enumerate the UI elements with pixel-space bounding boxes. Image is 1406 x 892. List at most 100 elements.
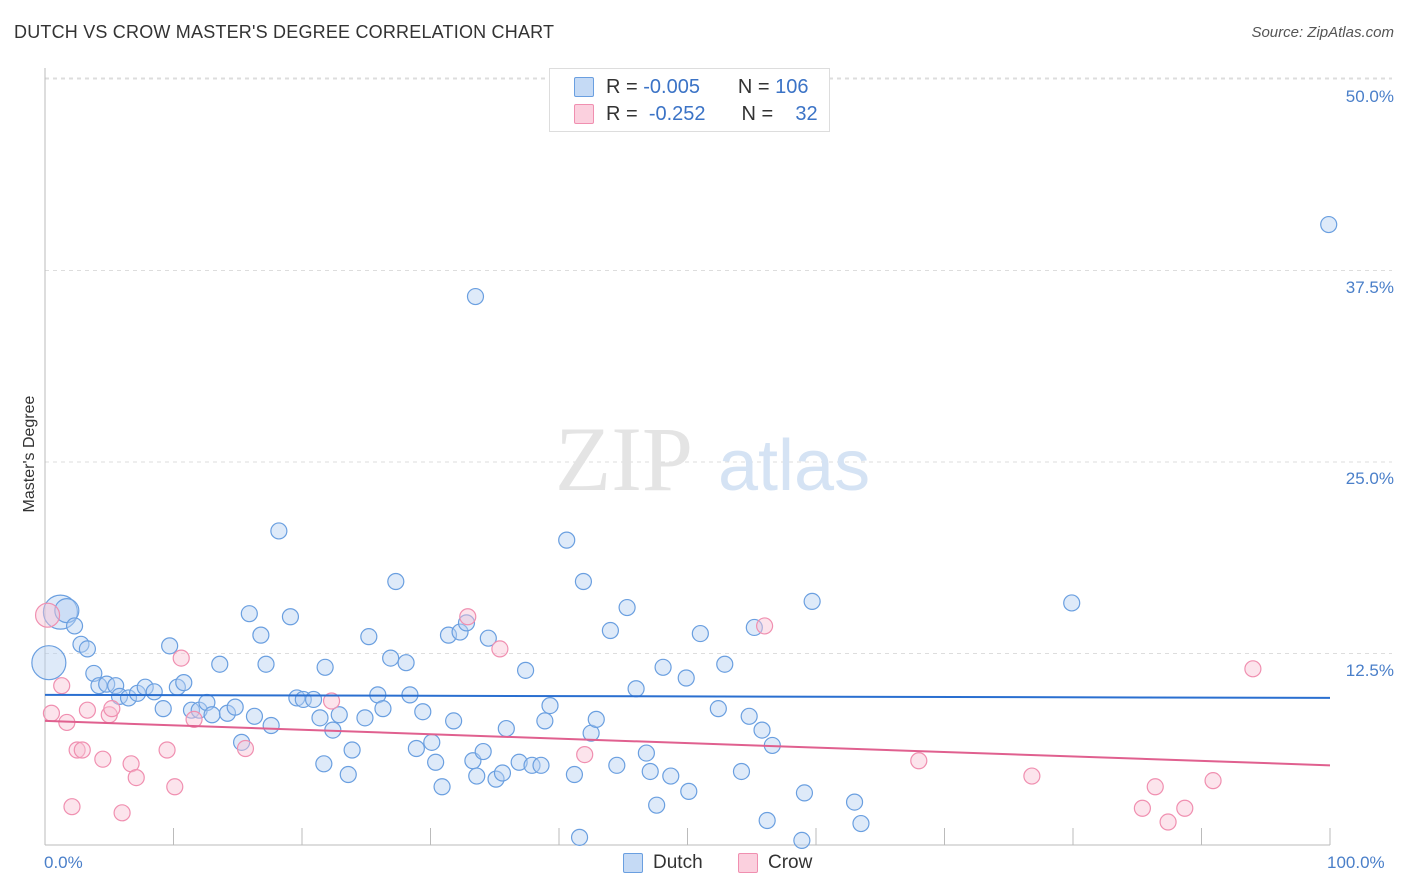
- dutch-point: [433, 778, 451, 796]
- x-tick-label-max: 100.0%: [1327, 853, 1385, 872]
- dutch-point: [565, 765, 584, 784]
- dutch-point: [427, 753, 445, 771]
- dutch-point: [78, 640, 97, 658]
- dutch-point: [803, 592, 821, 611]
- crow-point: [73, 741, 91, 759]
- dutch-point: [281, 608, 300, 626]
- crow-point: [459, 608, 477, 626]
- crow-point: [1176, 799, 1194, 817]
- dutch-point: [374, 700, 392, 718]
- r-label: R =: [606, 75, 638, 98]
- r-label: R =: [606, 102, 638, 125]
- crow-point: [127, 768, 145, 787]
- dutch-point: [339, 765, 357, 784]
- n-value: 106: [775, 75, 809, 98]
- dutch-point: [654, 658, 672, 676]
- crow-point: [166, 778, 184, 796]
- dutch-point: [532, 756, 550, 774]
- dutch-point: [387, 572, 405, 591]
- crow-point: [113, 804, 131, 822]
- watermark-zip: ZIP: [555, 408, 693, 510]
- y-tick-label: 37.5%: [1345, 278, 1394, 297]
- crow-trend-line: [44, 719, 1331, 767]
- crow-point: [63, 798, 81, 816]
- axes: [44, 68, 1331, 846]
- dutch-point: [311, 709, 329, 727]
- dutch-point: [451, 623, 469, 641]
- n-value: 32: [795, 102, 818, 125]
- dutch-point: [211, 655, 229, 673]
- bottom-legend-crow: Crow: [738, 852, 812, 874]
- dutch-point: [641, 762, 659, 781]
- crow-point: [185, 710, 203, 728]
- dutch-point: [304, 690, 323, 709]
- dutch-point: [516, 661, 535, 679]
- crow-swatch: [574, 104, 594, 124]
- dutch-point: [360, 628, 378, 646]
- dutch-point: [608, 756, 626, 774]
- dutch-point: [226, 698, 244, 716]
- dutch-point: [457, 614, 476, 632]
- dutch-point: [716, 655, 734, 673]
- dutch-point: [315, 755, 333, 773]
- dutch-point: [758, 811, 776, 830]
- crow-point: [53, 677, 71, 695]
- crow-point: [491, 640, 509, 658]
- dutch-point: [691, 624, 709, 643]
- source-credit: Source: ZipAtlas.com: [1251, 24, 1394, 41]
- dutch-point: [479, 629, 497, 647]
- dutch-point: [161, 637, 179, 655]
- dutch-point: [662, 767, 680, 785]
- crow-point: [755, 617, 774, 635]
- dutch-label: Dutch: [653, 852, 703, 873]
- trend-lines: [44, 693, 1331, 767]
- dutch-point: [493, 764, 512, 782]
- dutch-points: [31, 215, 1338, 850]
- dutch-point: [245, 707, 264, 725]
- dutch-point: [316, 658, 334, 676]
- crow-label: Crow: [768, 852, 813, 873]
- dutch-point: [31, 645, 67, 681]
- crow-point: [1146, 778, 1164, 796]
- dutch-point: [574, 572, 593, 591]
- dutch-point: [523, 756, 541, 774]
- dutch-point: [407, 739, 425, 758]
- crow-point: [158, 741, 176, 759]
- dutch-point: [154, 700, 172, 718]
- crow-point: [172, 649, 190, 667]
- crow-point: [1204, 772, 1222, 790]
- crow-point: [34, 602, 61, 628]
- dutch-point: [627, 680, 645, 698]
- dutch-point: [637, 744, 655, 762]
- dutch-point: [397, 654, 415, 672]
- dutch-point: [732, 762, 751, 781]
- crow-point: [576, 746, 594, 764]
- dutch-point: [257, 655, 275, 673]
- dutch-point: [382, 649, 400, 667]
- dutch-point: [497, 719, 515, 738]
- chart-title: DUTCH VS CROW MASTER'S DEGREE CORRELATIO…: [14, 22, 555, 42]
- dutch-point: [487, 770, 505, 788]
- dutch-point: [107, 677, 125, 695]
- dutch-point: [445, 712, 463, 730]
- dutch-point: [175, 674, 193, 692]
- correlation-legend: R = -0.005 N = 106 R = -0.252 N = 32: [549, 68, 830, 132]
- dutch-point: [65, 617, 84, 635]
- dutch-swatch: [574, 77, 594, 97]
- dutch-point: [570, 828, 589, 846]
- crow-point: [1133, 799, 1151, 817]
- dutch-point: [740, 707, 758, 725]
- dutch-swatch: [623, 853, 643, 873]
- dutch-point: [466, 287, 485, 306]
- dutch-point: [618, 598, 636, 617]
- crow-point: [236, 739, 255, 758]
- dutch-point: [845, 793, 864, 811]
- dutch-point: [677, 669, 695, 687]
- dutch-point: [252, 626, 270, 644]
- crow-point: [910, 752, 928, 770]
- dutch-point: [1320, 215, 1338, 234]
- dutch-point: [330, 706, 348, 724]
- crow-point: [1244, 660, 1262, 678]
- dutch-point: [793, 831, 811, 850]
